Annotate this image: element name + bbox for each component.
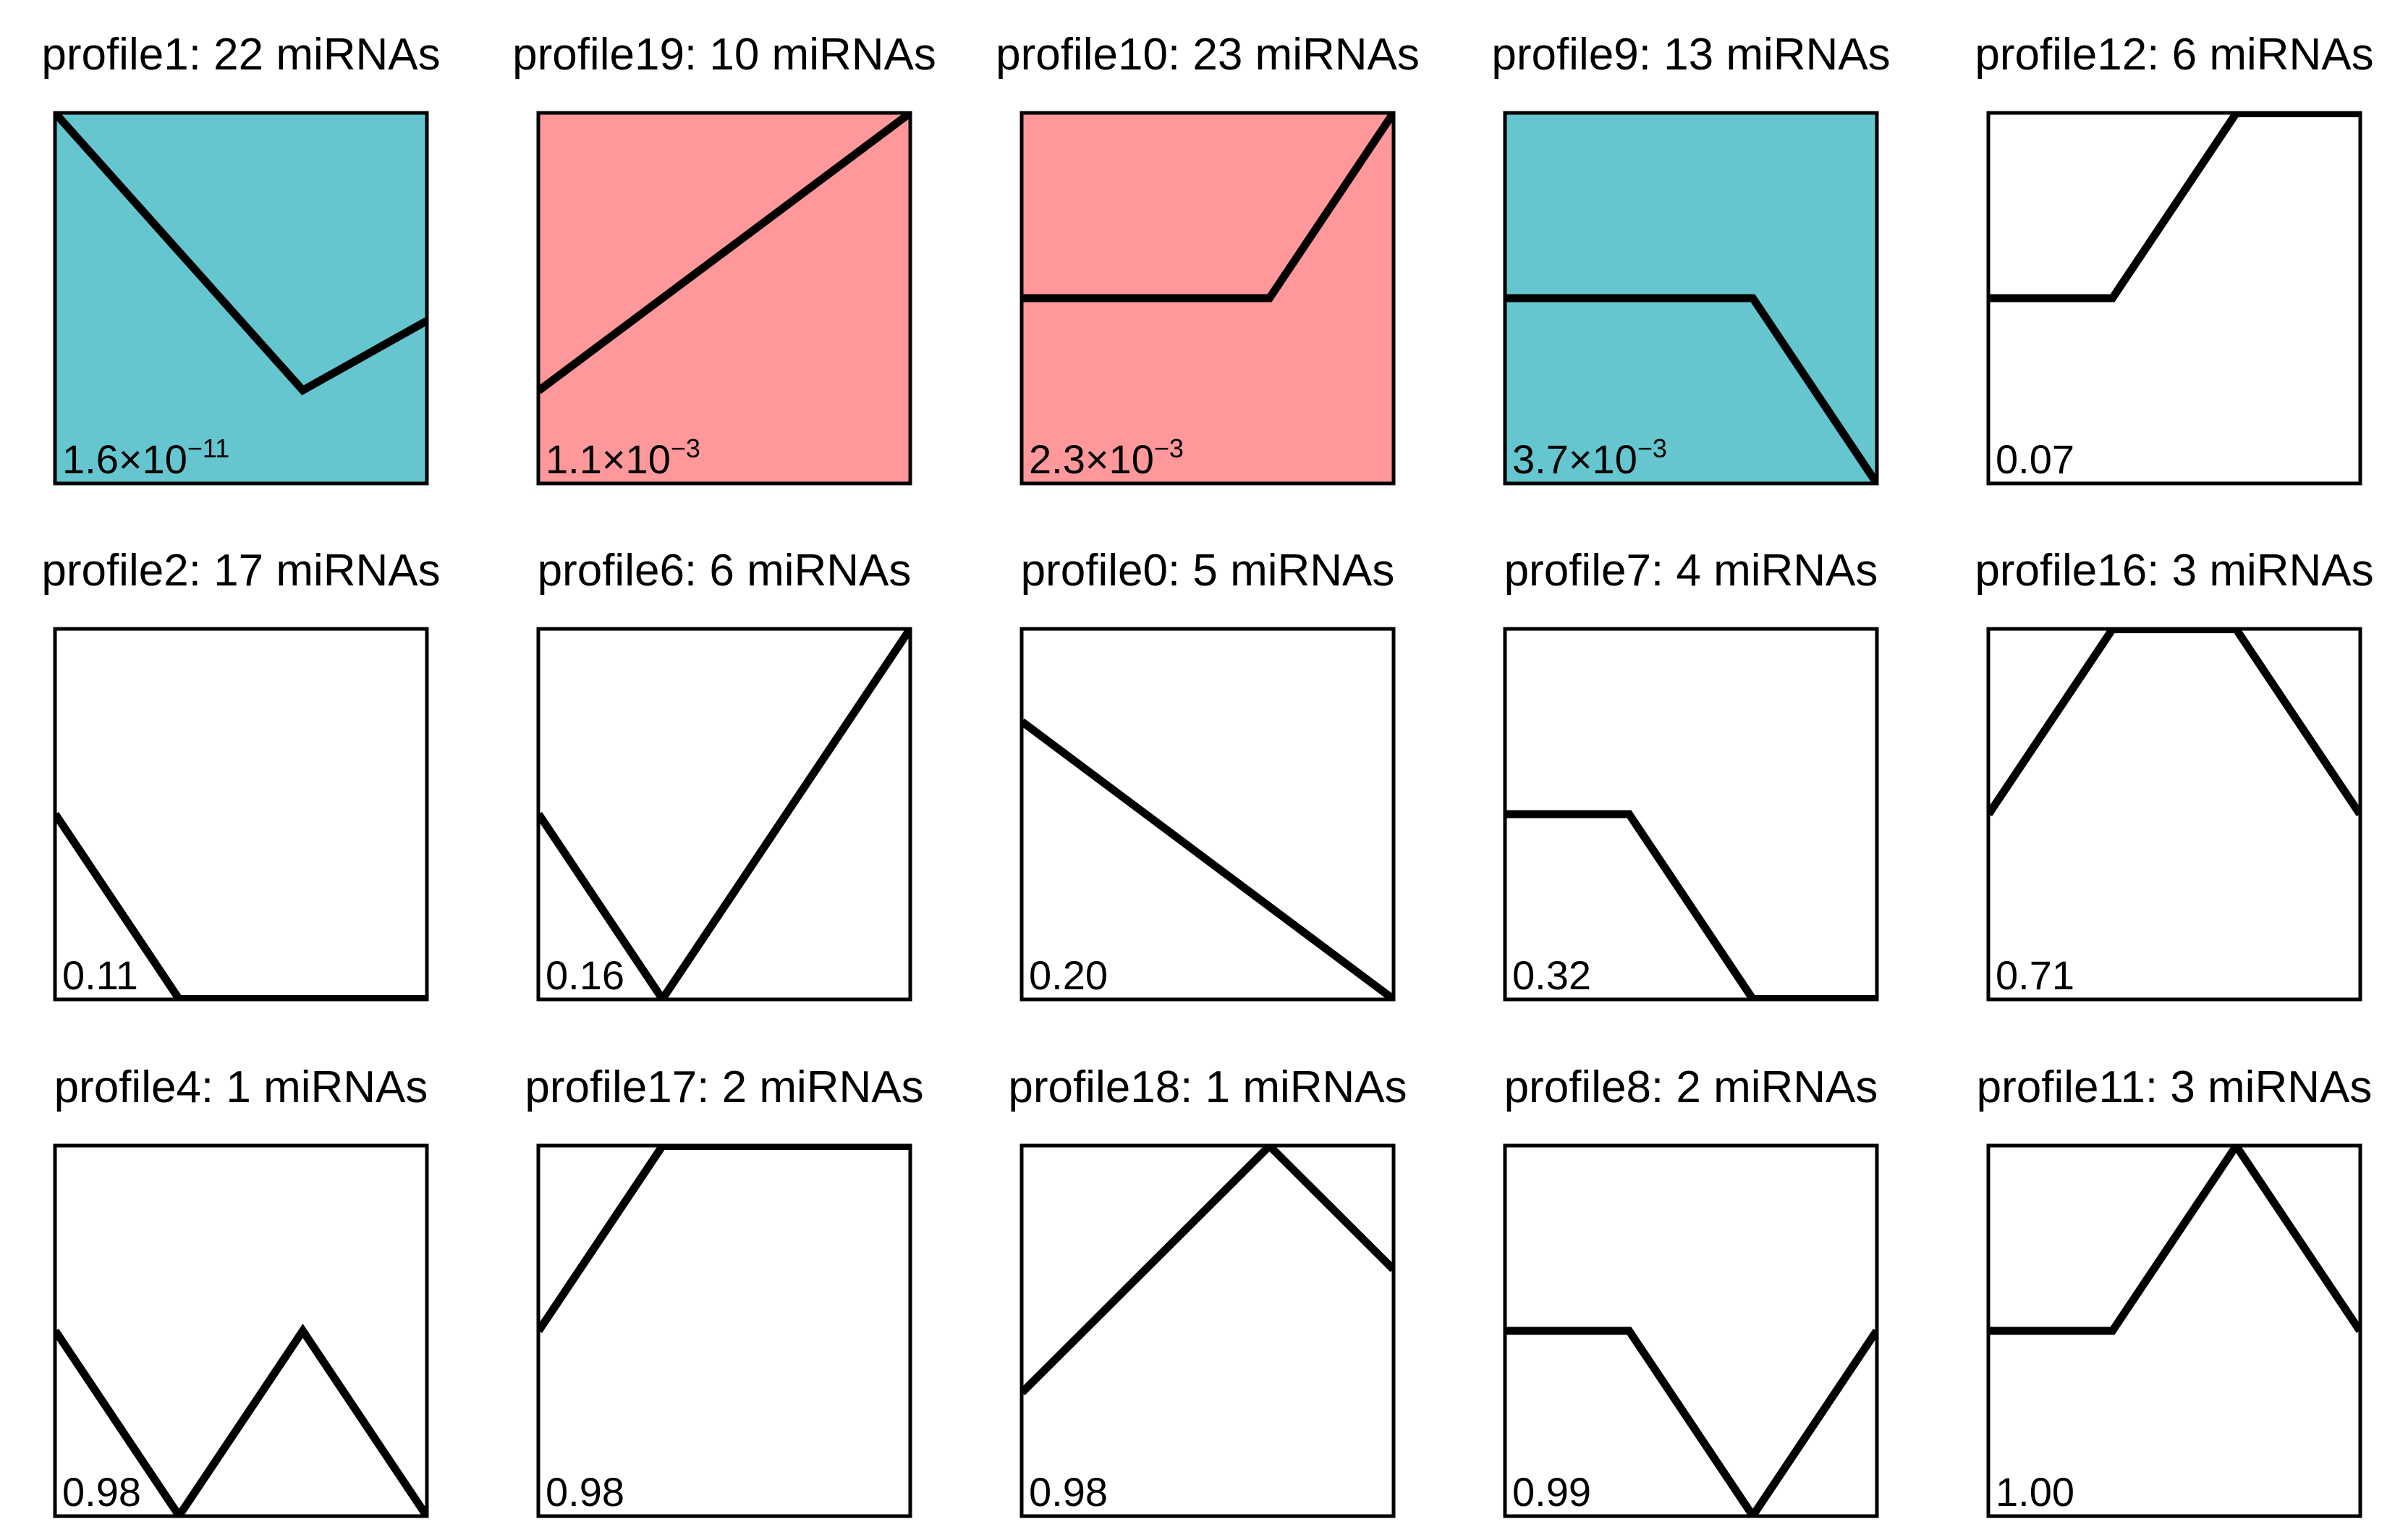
- panel-title: profile17: 2 miRNAs: [525, 1062, 923, 1112]
- panel-title: profile18: 1 miRNAs: [1008, 1062, 1407, 1112]
- profile-panel: profile16: 3 miRNAs 0.71: [1975, 546, 2374, 1002]
- pvalue-exponent: −11: [187, 433, 229, 463]
- profile-panel: profile7: 4 miRNAs 0.32: [1503, 546, 1879, 1002]
- profile-panel: profile18: 1 miRNAs 0.98: [1008, 1062, 1407, 1518]
- profile-panel: profile8: 2 miRNAs 0.99: [1503, 1062, 1879, 1518]
- panel-background: [1988, 629, 2360, 999]
- panel-pvalue: 0.32: [1512, 952, 1591, 998]
- panel-frame: [53, 1143, 429, 1518]
- profile-panel: profile17: 2 miRNAs 0.98: [525, 1062, 924, 1518]
- profile-line: [1022, 113, 1394, 302]
- profile-panel: profile9: 13 miRNAs 3.7×10−3: [1491, 30, 1891, 486]
- profile-panel: profile19: 10 miRNAs 1.1×10−3: [512, 30, 936, 486]
- pvalue-mantissa: 0.99: [1512, 1469, 1591, 1515]
- panel-background: [1022, 629, 1394, 999]
- panel-title: profile1: 22 miRNAs: [41, 30, 440, 80]
- panel-pvalue: 0.98: [1029, 1469, 1108, 1515]
- pvalue-exponent: −3: [1637, 433, 1667, 463]
- panel-frame: [1986, 627, 2362, 1002]
- panel-frame: [1986, 111, 2362, 486]
- panel-background: [55, 113, 427, 483]
- panel-frame: [536, 627, 912, 1002]
- panel-pvalue: 1.6×10−11: [62, 433, 229, 482]
- panel-title: profile19: 10 miRNAs: [512, 30, 936, 80]
- panel-pvalue: 0.98: [546, 1469, 624, 1515]
- panel-background: [538, 113, 910, 483]
- profile-line: [55, 1324, 427, 1516]
- panel-title: profile10: 23 miRNAs: [996, 30, 1420, 80]
- panel-frame: [53, 111, 429, 486]
- panel-frame: [1503, 627, 1879, 1002]
- pvalue-mantissa: 0.98: [62, 1469, 141, 1515]
- panel-background: [55, 1146, 427, 1516]
- panel-frame: [1986, 1143, 2362, 1518]
- panel-frame: [1503, 1143, 1879, 1518]
- panel-pvalue: 0.11: [62, 952, 138, 998]
- panel-frame: [1019, 627, 1396, 1002]
- pvalue-mantissa: 0.98: [546, 1469, 624, 1515]
- panel-pvalue: 0.99: [1512, 1469, 1591, 1515]
- panel-background: [55, 629, 427, 999]
- panel-title: profile0: 5 miRNAs: [1021, 546, 1395, 596]
- panel-frame: [536, 111, 912, 486]
- profile-panel: profile2: 17 miRNAs 0.11: [41, 546, 441, 1002]
- pvalue-mantissa: 0.71: [1996, 952, 2074, 998]
- pvalue-mantissa: 0.98: [1029, 1469, 1108, 1515]
- panel-pvalue: 0.16: [546, 952, 624, 998]
- profile-panel: profile4: 1 miRNAs 0.98: [53, 1062, 429, 1518]
- pvalue-exponent: −3: [671, 433, 700, 463]
- profile-line: [1505, 1327, 1877, 1516]
- pvalue-mantissa: 1.00: [1996, 1469, 2074, 1515]
- panel-title: profile4: 1 miRNAs: [54, 1062, 428, 1112]
- profile-line: [1988, 1146, 2360, 1335]
- panel-frame: [53, 627, 429, 1002]
- panel-title: profile8: 2 miRNAs: [1504, 1062, 1878, 1112]
- profile-panel: profile10: 23 miRNAs 2.3×10−3: [996, 30, 1420, 486]
- panel-pvalue: 1.1×10−3: [546, 433, 700, 482]
- pvalue-mantissa: 0.32: [1512, 952, 1591, 998]
- panel-frame: [1503, 111, 1879, 486]
- profile-line: [538, 629, 910, 999]
- panel-pvalue: 1.00: [1996, 1469, 2074, 1515]
- panel-title: profile7: 4 miRNAs: [1504, 546, 1878, 596]
- panel-frame: [1019, 1143, 1396, 1518]
- panel-pvalue: 0.71: [1996, 952, 2074, 998]
- profile-panel: profile12: 6 miRNAs 0.07: [1975, 30, 2374, 486]
- pvalue-mantissa: 1.1×10: [546, 436, 671, 482]
- pvalue-mantissa: 3.7×10: [1512, 436, 1637, 482]
- panel-background: [1022, 1146, 1394, 1516]
- profile-panel: profile11: 3 miRNAs 1.00: [1977, 1062, 2373, 1518]
- panel-frame: [1019, 111, 1396, 486]
- profile-line: [1022, 718, 1394, 999]
- pvalue-exponent: −3: [1154, 433, 1184, 463]
- profile-line: [55, 113, 427, 396]
- panel-pvalue: 0.20: [1029, 952, 1108, 998]
- pvalue-mantissa: 2.3×10: [1029, 436, 1154, 482]
- panel-pvalue: 0.07: [1996, 436, 2074, 482]
- profile-line: [1505, 294, 1877, 483]
- pvalue-mantissa: 0.20: [1029, 952, 1108, 998]
- pvalue-mantissa: 0.11: [62, 952, 138, 998]
- profile-line: [1022, 1146, 1394, 1396]
- profile-panel: profile6: 6 miRNAs 0.16: [536, 546, 912, 1002]
- panel-pvalue: 2.3×10−3: [1029, 433, 1184, 482]
- panel-pvalue: 0.98: [62, 1469, 141, 1515]
- panel-background: [538, 629, 910, 999]
- panel-title: profile6: 6 miRNAs: [538, 546, 912, 596]
- pvalue-mantissa: 1.6×10: [62, 436, 187, 482]
- panel-title: profile12: 6 miRNAs: [1975, 30, 2373, 80]
- panel-title: profile2: 17 miRNAs: [41, 546, 440, 596]
- panel-title: profile16: 3 miRNAs: [1975, 546, 2373, 596]
- pvalue-mantissa: 0.16: [546, 952, 624, 998]
- pvalue-mantissa: 0.07: [1996, 436, 2074, 482]
- profile-panel: profile0: 5 miRNAs 0.20: [1019, 546, 1396, 1002]
- panel-background: [538, 1146, 910, 1516]
- profile-line: [538, 113, 910, 394]
- panel-frame: [536, 1143, 912, 1518]
- profile-panel: profile1: 22 miRNAs 1.6×10−11: [41, 30, 441, 486]
- panel-title: profile9: 13 miRNAs: [1491, 30, 1890, 80]
- panel-pvalue: 3.7×10−3: [1512, 433, 1667, 482]
- panel-title: profile11: 3 miRNAs: [1977, 1062, 2373, 1112]
